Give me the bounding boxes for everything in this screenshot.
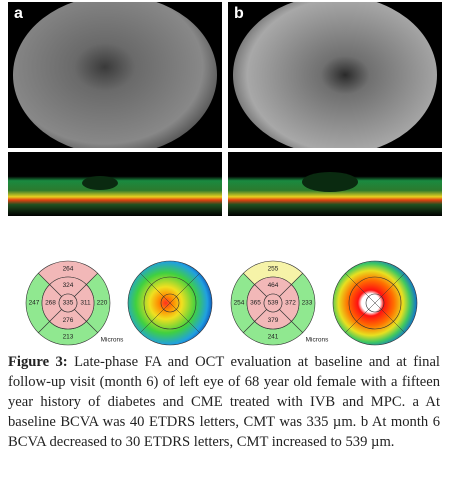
heatmap-ring bbox=[348, 276, 402, 330]
panel-label: a bbox=[14, 5, 23, 22]
inner-thickness: 372 bbox=[285, 300, 296, 307]
center-sector bbox=[58, 293, 78, 313]
heatmap-ring bbox=[160, 293, 180, 313]
fa-fundus bbox=[233, 0, 437, 155]
inner-thickness: 324 bbox=[63, 282, 74, 289]
outer-thickness: 241 bbox=[268, 334, 279, 341]
panel-label: b bbox=[234, 5, 244, 22]
heatmap-ring bbox=[143, 276, 197, 330]
outer-thickness: 233 bbox=[302, 300, 313, 307]
caption-label: Figure 3: bbox=[8, 354, 68, 370]
center-thickness: 335 bbox=[63, 300, 74, 307]
inner-thickness: 379 bbox=[268, 317, 279, 324]
inner-thickness: 311 bbox=[80, 300, 91, 307]
heatmap-divider bbox=[345, 273, 405, 333]
inner-thickness: 276 bbox=[63, 317, 74, 324]
outer-thickness: 213 bbox=[63, 334, 74, 341]
inner-thickness: 464 bbox=[268, 282, 279, 289]
outer-thickness: 255 bbox=[268, 266, 279, 273]
figure-images: a b 264 324 220 311 213 276 247 268 335 Microns 25… bbox=[8, 0, 442, 346]
caption: Figure 3: Late-phase FA and OCT evaluati… bbox=[8, 352, 440, 452]
oct-cyst bbox=[82, 176, 118, 190]
outer-thickness: 264 bbox=[63, 266, 74, 273]
center-sector bbox=[263, 293, 283, 313]
outer-thickness: 254 bbox=[234, 300, 245, 307]
caption-text: Late-phase FA and OCT evaluation at base… bbox=[8, 354, 440, 450]
inner-thickness: 268 bbox=[45, 300, 56, 307]
heatmap-ring bbox=[365, 293, 385, 313]
outer-thickness: 247 bbox=[29, 300, 40, 307]
center-thickness: 539 bbox=[268, 300, 279, 307]
unit-label: Microns bbox=[101, 337, 125, 344]
oct-cyst bbox=[302, 172, 358, 192]
outer-thickness: 220 bbox=[97, 300, 108, 307]
inner-thickness: 365 bbox=[250, 300, 261, 307]
heatmap-divider bbox=[140, 273, 200, 333]
unit-label: Microns bbox=[306, 337, 330, 344]
fa-fundus bbox=[13, 0, 217, 155]
